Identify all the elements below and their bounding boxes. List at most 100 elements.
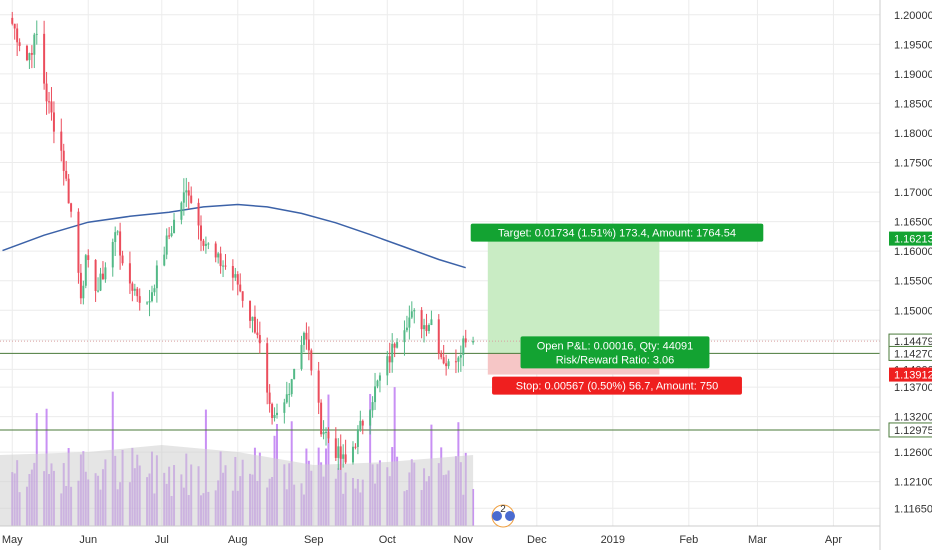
candle-body <box>35 33 38 35</box>
candle-body <box>437 319 440 354</box>
candle-body <box>13 23 16 29</box>
candle-body <box>258 335 261 344</box>
y-tick-label: 1.13200 <box>894 412 932 424</box>
candle-body <box>275 412 278 416</box>
price-tag-label: 1.14270 <box>894 348 932 360</box>
y-tick-label: 1.13700 <box>894 382 932 394</box>
annotation-boxes: Target: 0.01734 (1.51%) 173.4, Amount: 1… <box>470 223 764 395</box>
candle-body <box>320 402 323 435</box>
candle-body <box>288 394 291 396</box>
candle-body <box>128 263 131 284</box>
candle-body <box>180 202 183 220</box>
candle-body <box>396 342 399 348</box>
candle-body <box>119 231 122 256</box>
candle-body <box>285 394 288 403</box>
candle-body <box>427 325 430 332</box>
candle-body <box>111 242 114 268</box>
candle-body <box>425 325 428 332</box>
candle-body <box>97 290 100 292</box>
volume-average <box>0 445 474 526</box>
price-tag-label: 1.14479 <box>894 336 932 348</box>
y-tick-label: 1.17500 <box>894 158 932 170</box>
price-tag <box>889 367 932 382</box>
moving-average-line <box>2 203 466 269</box>
candle-body <box>253 316 256 333</box>
candle-body <box>138 296 141 303</box>
candle-body <box>163 254 166 266</box>
candle-body <box>393 343 396 348</box>
candle-body <box>293 368 296 380</box>
candle-body <box>386 356 389 376</box>
candle-body <box>251 316 254 321</box>
candle-body <box>30 53 33 55</box>
candle-body <box>224 265 227 267</box>
events-badge[interactable]: 2 <box>491 504 515 528</box>
candle-body <box>222 265 225 267</box>
candle-body <box>464 338 467 343</box>
candle-body <box>322 431 325 435</box>
candle-body <box>116 231 119 233</box>
candle-body <box>60 131 63 151</box>
candle-body <box>327 431 330 439</box>
candle-body <box>25 45 28 61</box>
candle-body <box>231 266 234 278</box>
candle-body <box>249 300 252 321</box>
candle-body <box>256 332 259 336</box>
candle-body <box>45 83 48 102</box>
candle-body <box>290 379 293 395</box>
candle-body <box>268 392 271 404</box>
candle-body <box>339 446 342 459</box>
candle-body <box>445 363 448 367</box>
x-axis: May Jun Jul Aug Sep Oct Nov Dec 2019 Feb Mar Apr <box>0 525 880 546</box>
candle-body <box>101 273 104 280</box>
price-tag-label: 1.13912 <box>894 370 932 382</box>
candle-body <box>354 446 357 448</box>
candle-body <box>187 190 190 196</box>
candle-body <box>153 288 156 293</box>
candle-body <box>369 410 372 426</box>
y-tick-label: 1.18000 <box>894 128 932 140</box>
x-tick-label: 2019 <box>601 534 625 546</box>
candle-body <box>302 332 305 345</box>
candle-body <box>334 438 337 458</box>
candle-body <box>462 338 465 355</box>
candle-body <box>271 403 274 418</box>
candle-body <box>344 454 347 463</box>
volume-bars <box>0 387 475 526</box>
candle-body <box>273 415 276 418</box>
volume-bar <box>369 393 372 526</box>
price-tag-label: 1.16213 <box>894 234 932 246</box>
x-tick-label: Jul <box>155 534 169 546</box>
flag-icon <box>505 511 515 521</box>
candle-body <box>305 332 308 340</box>
candle-body <box>440 353 443 358</box>
x-tick-label: Dec <box>527 534 547 546</box>
candle-body <box>150 292 153 302</box>
x-tick-label: Apr <box>825 534 842 546</box>
candle-body <box>82 285 85 299</box>
candle-body <box>94 259 97 292</box>
horizontal-lines <box>0 340 880 431</box>
candle-body <box>410 311 413 318</box>
y-tick-label: 1.12600 <box>894 447 932 459</box>
target-label-box <box>470 223 764 242</box>
y-tick-label: 1.16500 <box>894 217 932 229</box>
flag-icon <box>492 511 502 521</box>
x-tick-label: Nov <box>454 534 474 546</box>
candle-body <box>447 361 450 367</box>
candle-body <box>283 402 286 413</box>
x-tick-label: Oct <box>379 534 396 546</box>
candle-body <box>378 375 381 381</box>
candle-body <box>33 34 36 55</box>
candle-body <box>241 291 244 301</box>
candle-body <box>50 101 53 113</box>
candle-body <box>168 235 171 237</box>
x-tick-label: May <box>2 534 23 546</box>
moving-average <box>2 203 466 269</box>
candle-body <box>173 219 176 234</box>
y-tick-label: 1.15500 <box>894 276 932 288</box>
candle-body <box>114 232 117 243</box>
candle-body <box>430 319 433 326</box>
candle-body <box>337 446 340 458</box>
